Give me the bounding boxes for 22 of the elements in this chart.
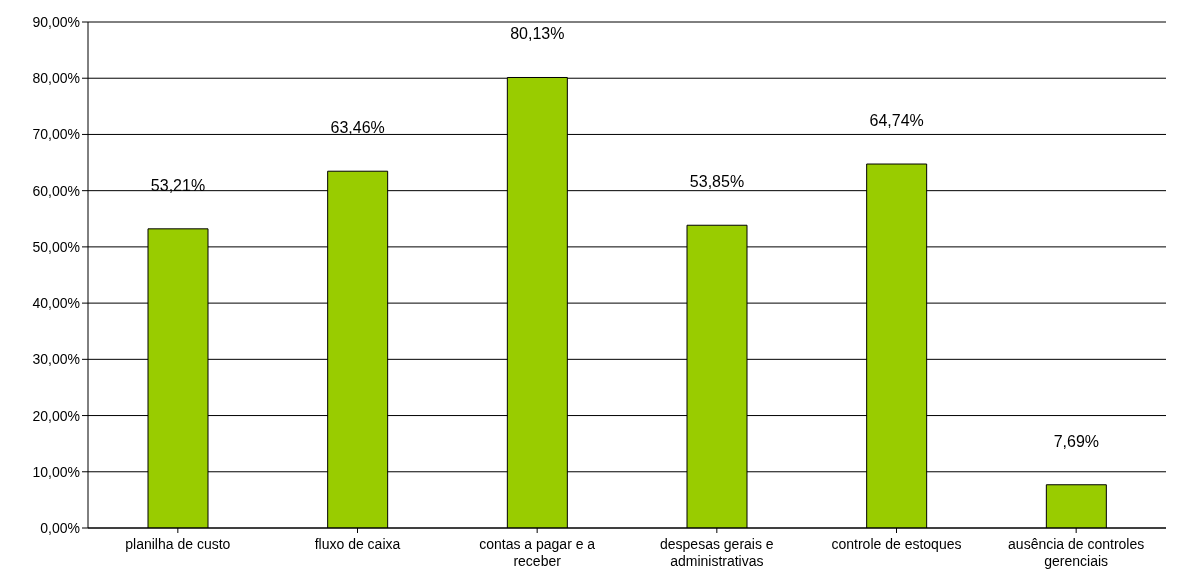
- data-label: 80,13%: [510, 25, 565, 43]
- y-tick-label: 40,00%: [32, 295, 80, 312]
- data-label: 64,74%: [869, 112, 924, 130]
- y-tick-label: 10,00%: [32, 463, 80, 480]
- x-tick-label: ausência de controles gerenciais: [1008, 536, 1145, 569]
- y-tick-label: 80,00%: [32, 70, 80, 87]
- y-tick-label: 0,00%: [40, 519, 80, 536]
- y-tick-label: 30,00%: [32, 351, 80, 368]
- data-label: 53,21%: [150, 176, 206, 194]
- x-tick-label: contas a pagar e a receber: [479, 536, 596, 569]
- data-label: 63,46%: [330, 119, 385, 137]
- x-tick-label: controle de estoques: [831, 536, 962, 552]
- data-label: 7,69%: [1053, 432, 1100, 450]
- y-tick-label: 50,00%: [32, 238, 80, 255]
- data-label: 53,85%: [689, 173, 745, 191]
- x-tick-label: despesas gerais e administrativas: [660, 536, 774, 569]
- y-tick-label: 90,00%: [32, 13, 80, 30]
- x-tick-label: planilha de custo: [125, 536, 231, 552]
- y-tick-label: 60,00%: [32, 182, 80, 199]
- x-tick-label: fluxo de caixa: [314, 536, 401, 552]
- y-tick-label: 70,00%: [32, 126, 80, 143]
- y-tick-label: 20,00%: [32, 407, 80, 424]
